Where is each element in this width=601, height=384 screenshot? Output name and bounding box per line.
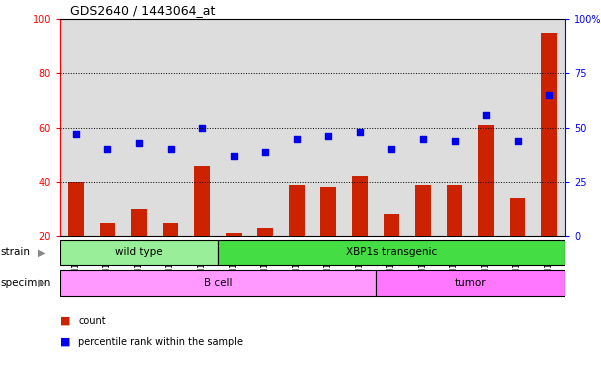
Point (418, 136, 428, 142)
Bar (289, 185, 305, 236)
Text: B cell: B cell (204, 278, 232, 288)
Bar (123, 19, 155, 236)
Bar (447, 185, 462, 236)
Bar (91, 19, 123, 236)
Bar (415, 185, 431, 236)
Bar (542, 33, 557, 236)
Bar (60, 19, 91, 236)
Point (229, 153, 239, 159)
Bar (478, 125, 494, 236)
Bar (226, 233, 242, 236)
Text: wild type: wild type (115, 247, 163, 258)
Bar (186, 19, 218, 236)
Text: tumor: tumor (454, 278, 486, 288)
Point (260, 149, 270, 155)
Point (386, 146, 396, 152)
Bar (352, 177, 368, 236)
Bar (383, 214, 399, 236)
Point (166, 146, 175, 152)
Point (71, 131, 81, 137)
Bar (60, 240, 218, 265)
Text: percentile rank within the sample: percentile rank within the sample (78, 337, 243, 347)
Bar (510, 198, 525, 236)
Bar (320, 187, 336, 236)
Bar (344, 19, 376, 236)
Bar (131, 209, 147, 236)
Point (197, 124, 207, 131)
Point (103, 146, 112, 152)
Bar (534, 19, 565, 236)
Bar (257, 228, 273, 236)
Text: ▶: ▶ (38, 247, 46, 258)
Bar (376, 19, 407, 236)
Bar (439, 19, 471, 236)
Point (323, 133, 333, 139)
Bar (281, 19, 313, 236)
Bar (218, 240, 565, 265)
Bar (194, 166, 210, 236)
Text: ■: ■ (60, 316, 70, 326)
Point (450, 137, 459, 144)
Bar (471, 19, 502, 236)
Point (134, 140, 144, 146)
Text: strain: strain (1, 247, 31, 258)
Point (545, 92, 554, 98)
Bar (163, 223, 178, 236)
Bar (100, 223, 115, 236)
Text: ■: ■ (60, 337, 70, 347)
Text: XBP1s transgenic: XBP1s transgenic (346, 247, 437, 258)
Point (292, 136, 302, 142)
Text: specimen: specimen (1, 278, 51, 288)
Bar (502, 19, 534, 236)
Bar (218, 19, 249, 236)
Bar (60, 270, 376, 296)
Bar (376, 270, 565, 296)
Text: GDS2640 / 1443064_at: GDS2640 / 1443064_at (70, 3, 216, 17)
Text: ▶: ▶ (38, 278, 46, 288)
Point (513, 137, 522, 144)
Point (355, 129, 365, 135)
Bar (249, 19, 281, 236)
Bar (155, 19, 186, 236)
Bar (68, 182, 84, 236)
Point (481, 112, 491, 118)
Text: count: count (78, 316, 106, 326)
Bar (407, 19, 439, 236)
Bar (313, 19, 344, 236)
